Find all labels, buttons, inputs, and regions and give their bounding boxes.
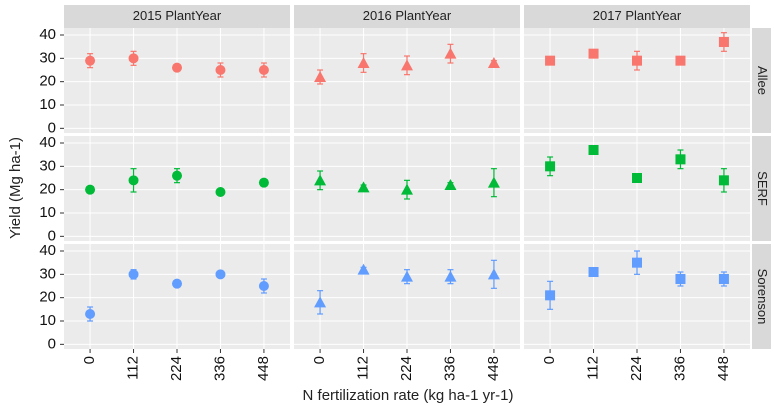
strip-label: 2017 PlantYear: [593, 8, 682, 23]
point: [632, 173, 642, 183]
x-tick-label: 336: [211, 356, 228, 381]
x-tick-label: 0: [81, 356, 98, 364]
point: [85, 309, 96, 319]
point: [588, 145, 599, 155]
y-tick-label: 0: [48, 119, 56, 136]
point: [487, 268, 500, 280]
y-tick-label: 40: [39, 242, 56, 259]
y-tick-label: 0: [48, 227, 56, 244]
x-tick-label: 448: [485, 356, 502, 381]
point: [172, 170, 182, 181]
point: [258, 177, 269, 188]
point: [357, 57, 370, 68]
strip-label: SERF: [755, 171, 770, 206]
point: [314, 71, 327, 82]
strip-label: Sorenson: [755, 269, 770, 325]
x-tick-label: 0: [541, 356, 558, 364]
point: [632, 257, 642, 268]
point: [444, 179, 457, 190]
point: [444, 47, 457, 59]
y-tick-label: 30: [39, 49, 56, 66]
x-axis-title: N fertilization rate (kg ha-1 yr-1): [303, 387, 514, 404]
point: [215, 187, 226, 197]
point: [444, 270, 457, 282]
point: [588, 267, 599, 277]
y-axis-title: Yield (Mg ha-1): [7, 137, 24, 239]
strip: [752, 136, 771, 241]
point: [314, 296, 327, 308]
point: [357, 263, 370, 275]
y-tick-label: 30: [39, 157, 56, 174]
point: [172, 278, 182, 289]
point: [545, 55, 556, 66]
point: [718, 274, 729, 284]
x-tick-label: 112: [585, 356, 602, 380]
point: [588, 48, 599, 59]
y-tick-label: 0: [48, 335, 56, 352]
strip-label: 2015 PlantYear: [133, 8, 222, 23]
point: [545, 161, 556, 172]
x-tick-label: 448: [255, 356, 272, 381]
point: [675, 55, 686, 66]
point: [401, 59, 413, 71]
point: [128, 53, 139, 64]
y-tick-label: 20: [39, 73, 56, 90]
y-tick-label: 40: [39, 134, 56, 151]
point: [487, 176, 500, 188]
x-tick-label: 224: [628, 356, 645, 381]
point: [545, 290, 556, 301]
point: [128, 175, 139, 186]
x-tick-label: 336: [671, 356, 688, 381]
point: [172, 62, 182, 73]
point: [487, 57, 500, 68]
point: [675, 274, 686, 284]
y-tick-label: 10: [39, 204, 56, 221]
y-tick-label: 10: [39, 312, 56, 329]
point: [258, 281, 269, 291]
point: [85, 55, 96, 66]
point: [401, 183, 413, 195]
strip-label: Allee: [755, 66, 770, 95]
point: [128, 269, 139, 280]
point: [401, 270, 413, 282]
x-tick-label: 336: [441, 356, 458, 381]
point: [85, 184, 96, 195]
point: [718, 175, 729, 186]
y-tick-label: 20: [39, 289, 56, 306]
point: [215, 269, 226, 280]
point: [357, 181, 370, 193]
y-tick-label: 20: [39, 181, 56, 198]
x-tick-label: 224: [168, 356, 185, 381]
point: [718, 37, 729, 47]
x-tick-label: 224: [398, 356, 415, 381]
x-tick-label: 112: [125, 356, 142, 380]
y-tick-label: 10: [39, 96, 56, 113]
y-tick-label: 40: [39, 26, 56, 43]
point: [314, 174, 327, 186]
strip: [752, 244, 771, 349]
point: [675, 154, 686, 165]
point: [215, 65, 226, 75]
strip-label: 2016 PlantYear: [363, 8, 452, 23]
point: [632, 55, 642, 66]
y-tick-label: 30: [39, 265, 56, 282]
x-tick-label: 0: [311, 356, 328, 364]
x-tick-label: 448: [715, 356, 732, 381]
strip: [294, 5, 520, 28]
strip: [752, 28, 771, 133]
point: [258, 65, 269, 75]
strip: [524, 5, 750, 28]
x-tick-label: 112: [355, 356, 372, 380]
strip: [64, 5, 290, 28]
